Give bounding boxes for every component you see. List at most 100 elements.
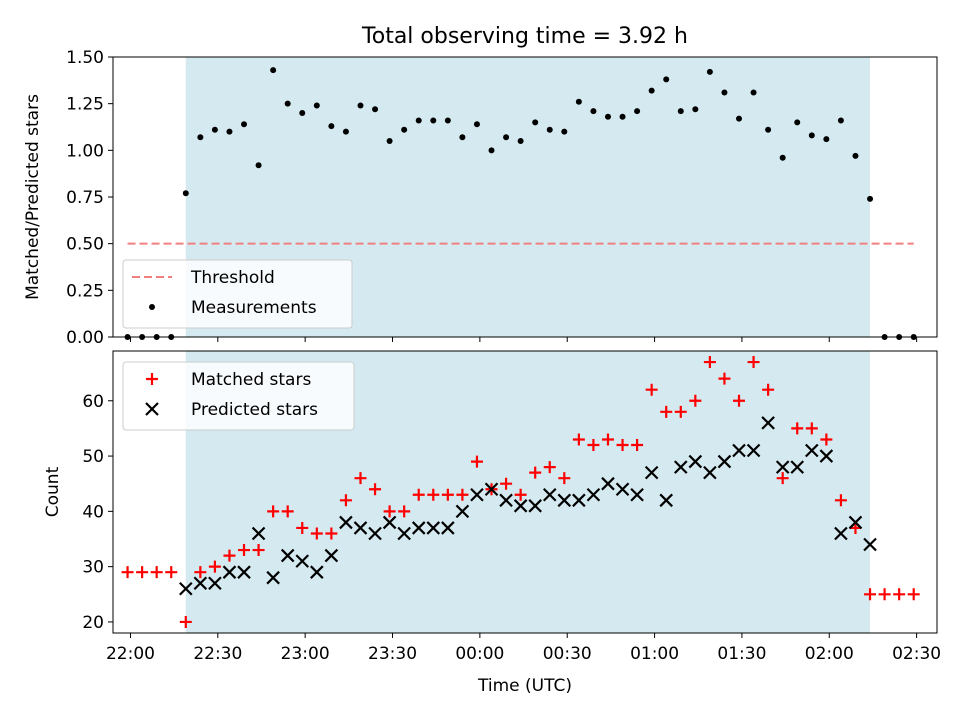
matched-star-point xyxy=(310,527,323,540)
count-legend-box xyxy=(122,361,355,431)
predicted-star-point xyxy=(644,465,659,480)
measurement-point xyxy=(182,190,189,197)
matched-star-point xyxy=(325,527,338,540)
matched-star-point xyxy=(703,356,716,369)
predicted-star-point xyxy=(601,476,615,491)
matched-star-point xyxy=(660,405,673,418)
predicted-star-point xyxy=(659,493,673,508)
measurement-point xyxy=(401,126,408,133)
matched-star-point xyxy=(820,433,833,446)
matched-star-point xyxy=(718,372,731,385)
matched-star-point xyxy=(238,544,251,557)
measurement-point xyxy=(837,117,844,124)
measurement-point xyxy=(197,134,204,141)
x-tick-label: 23:30 xyxy=(368,644,417,664)
measurement-point xyxy=(750,89,757,96)
matched-star-point xyxy=(791,422,804,435)
ratio-y-tick-label: 1.00 xyxy=(66,141,104,161)
predicted-star-point xyxy=(484,482,499,497)
measurement-point xyxy=(852,152,859,159)
matched-star-point xyxy=(150,566,163,579)
legend-label: Matched stars xyxy=(191,370,311,390)
count-y-tick-label: 60 xyxy=(82,392,104,412)
predicted-star-point xyxy=(732,443,746,458)
matched-star-point xyxy=(223,549,236,562)
matched-star-point xyxy=(339,494,352,507)
legend-measurement-swatch xyxy=(149,304,155,310)
matched-star-point xyxy=(616,439,629,451)
count-panel: 20 30 40 50 60 22:00 22:30 23:00 23:30 00:00 00:3… xyxy=(43,350,941,696)
x-tick-label: 22:30 xyxy=(193,644,242,664)
predicted-star-point xyxy=(834,526,848,541)
predicted-star-point xyxy=(703,465,717,480)
measurement-point xyxy=(357,102,364,109)
predicted-star-point xyxy=(266,570,280,585)
count-y-tick-label: 20 xyxy=(82,613,104,633)
predicted-star-point xyxy=(586,487,601,502)
predicted-star-point xyxy=(208,576,222,591)
ratio-y-tick-label: 0.50 xyxy=(66,235,104,255)
predicted-star-point xyxy=(382,515,397,530)
matched-star-point xyxy=(121,566,134,579)
matched-star-point xyxy=(864,588,877,601)
measurement-point xyxy=(226,128,233,135)
matched-star-point xyxy=(441,488,454,501)
matched-star-point xyxy=(412,488,425,501)
matched-star-point xyxy=(500,477,513,490)
measurement-point xyxy=(270,67,277,74)
x-tick-label: 23:00 xyxy=(281,644,330,664)
predicted-star-point xyxy=(397,526,411,541)
matched-star-point xyxy=(427,488,440,501)
predicted-star-point xyxy=(470,487,484,502)
predicted-star-point xyxy=(222,565,237,579)
predicted-star-point xyxy=(615,482,630,497)
ratio-legend-box xyxy=(122,259,353,329)
ratio-y-tick-label: 0.75 xyxy=(66,188,104,208)
measurement-point xyxy=(430,117,437,124)
predicted-star-point xyxy=(513,499,528,513)
measurement-point xyxy=(561,128,568,135)
matched-star-point xyxy=(179,615,192,628)
matched-star-point xyxy=(529,466,542,479)
predicted-star-point xyxy=(673,460,688,474)
predicted-star-point xyxy=(572,493,586,508)
predicted-star-point xyxy=(280,548,295,563)
matched-star-point xyxy=(398,505,411,518)
ratio-y-tick-label: 0.25 xyxy=(66,281,104,301)
measurement-point xyxy=(706,68,713,75)
predicted-star-point xyxy=(528,499,542,513)
predicted-star-point xyxy=(353,521,368,535)
predicted-star-point xyxy=(499,493,513,508)
matched-star-point xyxy=(470,455,483,468)
predicted-star-point xyxy=(630,487,644,502)
count-y-axis-label: Count xyxy=(43,466,63,517)
measurement-point xyxy=(634,108,641,115)
measurement-point xyxy=(473,121,480,128)
predicted-star-point xyxy=(441,521,455,535)
legend-matched-swatch xyxy=(146,373,158,385)
matched-star-point xyxy=(296,521,309,534)
x-tick-label: 01:00 xyxy=(630,644,679,664)
predicted-star-point xyxy=(237,565,251,579)
measurement-point xyxy=(328,123,335,130)
x-tick-label: 01:30 xyxy=(717,644,766,664)
ratio-y-axis-label: Matched/Predicted stars xyxy=(23,94,43,300)
matched-star-point xyxy=(878,588,891,601)
measurement-point xyxy=(765,126,772,133)
ratio-y-tick-label: 1.50 xyxy=(66,48,104,68)
measurement-point xyxy=(415,117,422,124)
predicted-star-point xyxy=(426,521,441,535)
matched-star-point xyxy=(354,472,367,485)
matched-star-point xyxy=(645,383,658,396)
predicted-star-point xyxy=(557,493,572,508)
measurement-point xyxy=(546,126,553,133)
predicted-star-point xyxy=(251,526,266,541)
measurement-point xyxy=(386,138,393,144)
matched-star-point xyxy=(514,488,527,501)
matched-star-point xyxy=(733,394,746,407)
matched-star-point xyxy=(747,356,760,369)
matched-star-point xyxy=(762,383,775,396)
measurement-point xyxy=(575,98,582,105)
time-x-axis-label: Time (UTC) xyxy=(477,676,572,696)
